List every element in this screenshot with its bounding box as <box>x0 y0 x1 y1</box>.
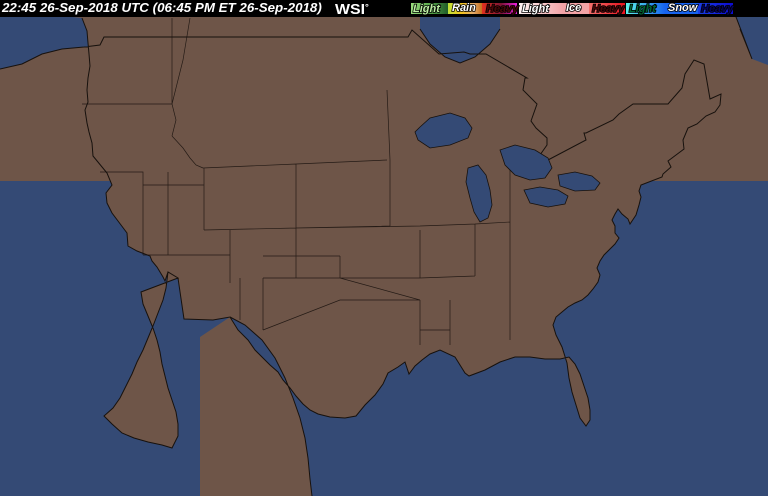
svg-text:Ice: Ice <box>566 2 581 14</box>
svg-text:Rain: Rain <box>452 2 476 14</box>
svg-text:Heavy: Heavy <box>486 3 519 15</box>
svg-text:Light: Light <box>629 3 657 15</box>
svg-text:Heavy: Heavy <box>701 3 734 15</box>
svg-text:Light: Light <box>413 3 441 15</box>
svg-text:Snow: Snow <box>668 2 699 14</box>
svg-text:Light: Light <box>522 3 550 15</box>
svg-text:Heavy: Heavy <box>592 3 625 15</box>
